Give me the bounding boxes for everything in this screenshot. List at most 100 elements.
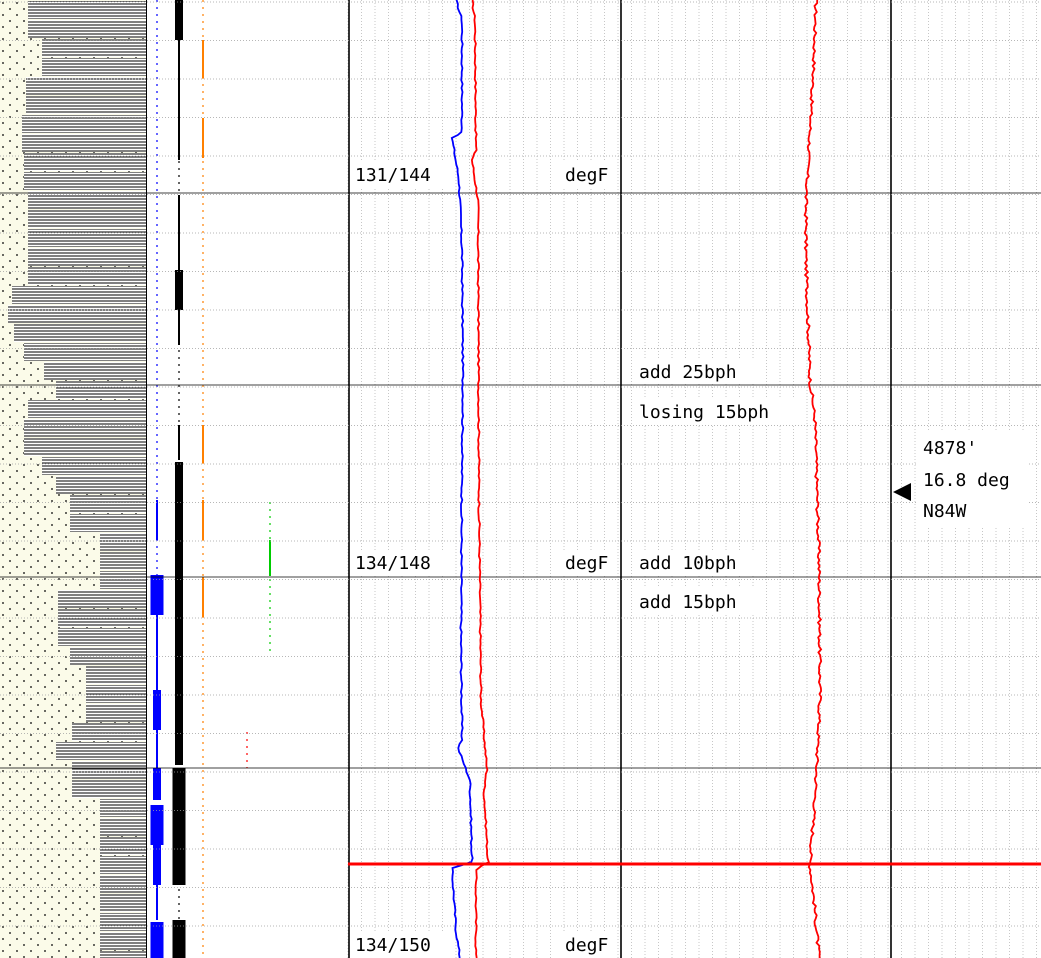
survey-depth: 4878' xyxy=(923,438,977,459)
black-marker-bar xyxy=(178,195,180,270)
drilling-comments: add 25bph losing 15bph add 10bph add 15b… xyxy=(636,358,798,614)
lithology-bar xyxy=(56,742,146,760)
orange-marker-bar xyxy=(202,40,204,78)
curves xyxy=(450,0,823,958)
lithology-shale-bars xyxy=(8,1,146,958)
lithology-bar xyxy=(44,362,146,380)
blue-marker-bar xyxy=(156,500,158,540)
blue-marker-bar xyxy=(150,922,164,958)
lithology-bar xyxy=(28,210,146,228)
lithology-bar xyxy=(72,761,146,779)
black-marker-bar xyxy=(175,0,183,40)
comment-1: add 25bph xyxy=(639,362,737,383)
lithology-bar xyxy=(28,1,146,19)
lithology-bar xyxy=(100,875,146,893)
temperature-annotations: 131/144 degF 134/148 degF 134/150 degF xyxy=(352,162,615,958)
lithology-bar xyxy=(58,590,146,608)
lithology-bar xyxy=(56,476,146,494)
black-marker-bar xyxy=(178,425,180,460)
black-marker-bar xyxy=(175,270,183,310)
lithology-bar xyxy=(100,894,146,912)
temp-unit-2: degF xyxy=(565,553,608,574)
red-curve-right xyxy=(803,0,823,958)
lithology-bar xyxy=(26,96,146,114)
black-marker-bar xyxy=(172,920,186,958)
blue-marker-bar xyxy=(156,615,158,690)
temp-reading-3: 134/150 xyxy=(355,935,431,956)
lithology-bar xyxy=(28,20,146,38)
lithology-bar xyxy=(26,77,146,95)
red-curve-left xyxy=(470,0,490,958)
lithology-bar xyxy=(100,799,146,817)
lithology-bar xyxy=(72,723,146,741)
lithology-bar xyxy=(86,685,146,703)
blue-marker-bar xyxy=(156,885,158,920)
lithology-track xyxy=(0,0,146,958)
lithology-bar xyxy=(28,248,146,266)
orange-marker-bar xyxy=(202,500,204,540)
lithology-bar xyxy=(100,571,146,589)
lithology-bar xyxy=(8,305,146,323)
lithology-bar xyxy=(100,533,146,551)
lithology-bar xyxy=(100,951,146,958)
lithology-bar xyxy=(70,647,146,665)
lithology-bar xyxy=(86,666,146,684)
lithology-bar xyxy=(24,438,146,456)
lithology-bar xyxy=(58,628,146,646)
lithology-bar xyxy=(72,780,146,798)
lithology-bar xyxy=(100,932,146,950)
lithology-bar xyxy=(42,457,146,475)
lithology-bar xyxy=(12,286,146,304)
lithology-bar xyxy=(56,381,146,399)
lithology-bar xyxy=(100,913,146,931)
lithology-bar xyxy=(28,229,146,247)
lithology-bar xyxy=(14,324,146,342)
blue-marker-bar xyxy=(150,575,164,615)
lithology-bar xyxy=(70,495,146,513)
lithology-bar xyxy=(100,552,146,570)
orange-marker-bar xyxy=(202,425,204,463)
survey-azimuth: N84W xyxy=(923,501,967,522)
black-marker-bar xyxy=(175,462,183,578)
survey-inclination: 16.8 deg xyxy=(923,470,1010,491)
blue-marker-bar xyxy=(156,730,158,768)
lithology-bar xyxy=(28,267,146,285)
lithology-bar xyxy=(70,514,146,532)
black-marker-bar xyxy=(175,578,183,765)
lithology-bar xyxy=(42,58,146,76)
lithology-bar xyxy=(100,818,146,836)
lithology-bar xyxy=(28,400,146,418)
blue-marker-bar xyxy=(153,768,161,800)
black-marker-bar xyxy=(178,40,180,160)
lithology-bar xyxy=(86,704,146,722)
blue-marker-bar xyxy=(153,845,161,885)
comment-3: add 10bph xyxy=(639,553,737,574)
lithology-bar xyxy=(100,856,146,874)
orange-marker-bar xyxy=(202,577,204,617)
blue-marker-bar xyxy=(153,690,161,730)
marker-bars xyxy=(150,0,204,958)
temp-unit-3: degF xyxy=(565,935,608,956)
temp-reading-1: 131/144 xyxy=(355,165,431,186)
temp-unit-1: degF xyxy=(565,165,608,186)
blue-curve xyxy=(450,0,474,958)
lithology-bar xyxy=(42,39,146,57)
lithology-bar xyxy=(24,343,146,361)
lithology-bar xyxy=(100,837,146,855)
blue-marker-bar xyxy=(150,805,164,845)
lithology-bar xyxy=(24,153,146,171)
temp-reading-2: 134/148 xyxy=(355,553,431,574)
black-marker-bar xyxy=(172,768,186,885)
comment-4: add 15bph xyxy=(639,592,737,613)
lithology-bar xyxy=(22,115,146,133)
comment-2: losing 15bph xyxy=(639,402,769,423)
lithology-bar xyxy=(24,172,146,190)
lithology-bar xyxy=(28,191,146,209)
marker-tracks xyxy=(146,0,271,958)
black-marker-bar xyxy=(178,310,180,345)
lithology-bar xyxy=(24,419,146,437)
survey-arrow-icon xyxy=(893,483,911,501)
lithology-bar xyxy=(22,134,146,152)
